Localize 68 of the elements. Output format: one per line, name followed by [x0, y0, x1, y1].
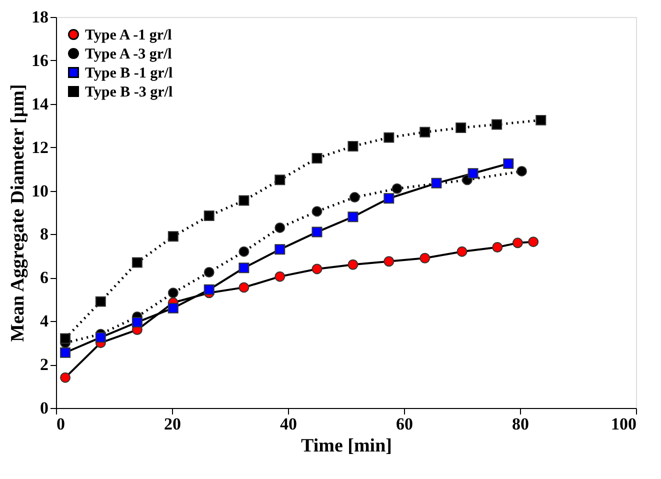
point	[312, 206, 322, 217]
y-tick-label: 8	[40, 224, 48, 244]
point	[168, 231, 178, 242]
x-axis-title: Time [min]	[301, 436, 392, 456]
point	[312, 152, 322, 164]
point	[168, 288, 178, 298]
legend-label: Type A -3 gr/l	[85, 46, 172, 62]
y-tick-label: 2	[40, 355, 48, 374]
point	[238, 262, 250, 274]
point	[274, 244, 286, 255]
point	[95, 296, 106, 307]
point	[204, 267, 214, 278]
y-tick-label: 12	[32, 138, 48, 157]
point	[60, 347, 71, 358]
point	[348, 212, 358, 222]
point	[60, 372, 71, 383]
point	[204, 210, 214, 221]
point	[312, 264, 322, 274]
y-axis-title: Mean Aggregate Diameter [µm]	[8, 84, 28, 342]
legend-label: Type B -1 gr/l	[85, 66, 173, 82]
point	[312, 226, 322, 238]
y-tick-label: 6	[40, 268, 48, 288]
point	[132, 257, 142, 268]
point	[492, 119, 502, 130]
point	[492, 242, 503, 252]
point	[384, 193, 394, 204]
point	[431, 178, 442, 188]
point	[348, 259, 358, 270]
point	[95, 332, 106, 343]
y-tick-label: 18	[32, 8, 48, 26]
x-tick-label: 40	[280, 414, 297, 434]
x-tick-label: 0	[56, 414, 65, 434]
y-tick-label: 16	[32, 50, 48, 70]
point	[392, 183, 402, 194]
point	[60, 333, 71, 344]
point	[384, 132, 394, 143]
x-tick-label: 80	[512, 414, 529, 434]
y-tick-label: 10	[32, 181, 48, 200]
point	[274, 222, 286, 233]
point	[349, 192, 360, 203]
point	[274, 271, 286, 282]
point	[456, 122, 466, 134]
point	[238, 282, 250, 293]
point	[238, 246, 250, 257]
point	[204, 284, 214, 295]
x-tick-label: 20	[164, 414, 181, 434]
legend-label: Type B -3 gr/l	[85, 84, 173, 100]
y-tick-label: 0	[40, 398, 48, 418]
point	[468, 168, 478, 179]
point	[512, 238, 523, 248]
point	[132, 316, 142, 328]
point	[168, 302, 178, 314]
legend-label: Type A -1 gr/l	[85, 28, 172, 44]
point	[516, 166, 527, 176]
point	[536, 114, 546, 126]
point	[348, 141, 358, 152]
y-tick-label: 4	[40, 312, 49, 331]
point	[528, 236, 539, 248]
point	[456, 246, 468, 257]
point	[420, 126, 430, 138]
point	[420, 252, 430, 264]
x-tick-label: 60	[396, 414, 413, 434]
y-tick-label: 14	[32, 94, 49, 114]
point	[238, 195, 250, 206]
point	[503, 158, 514, 169]
point	[274, 174, 286, 186]
x-tick-label: 100	[611, 414, 636, 434]
point	[384, 256, 394, 267]
